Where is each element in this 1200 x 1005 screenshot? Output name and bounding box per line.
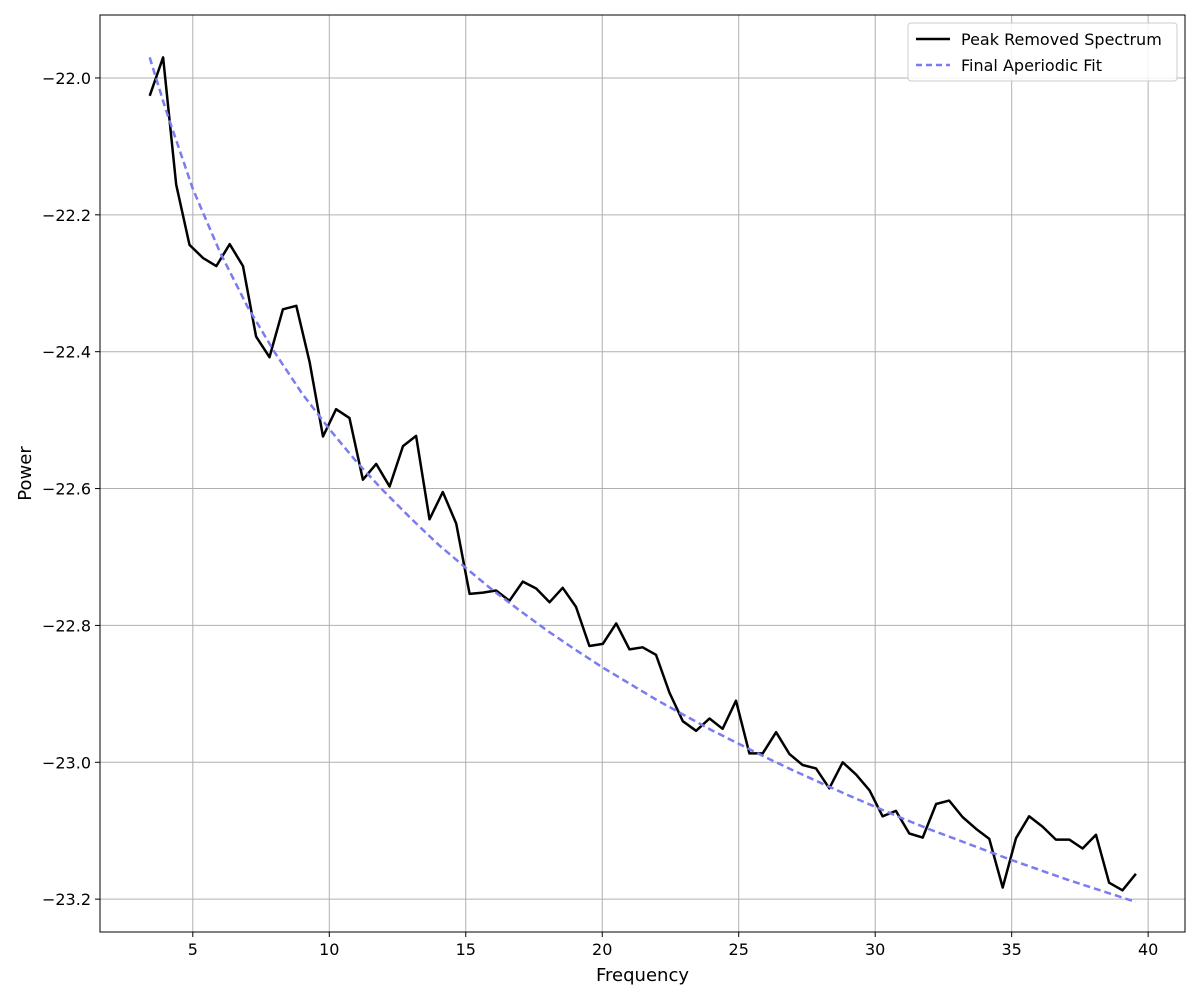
plot-frame <box>99 14 1186 933</box>
x-tick-label: 15 <box>456 940 476 959</box>
y-tick-label: −22.4 <box>42 343 91 362</box>
series-line-peak-removed <box>148 56 1137 892</box>
x-tick-label: 30 <box>865 940 885 959</box>
legend-label-peak-removed: Peak Removed Spectrum <box>961 30 1162 49</box>
y-tick-label: −22.6 <box>42 480 91 499</box>
x-tick-label: 5 <box>188 940 198 959</box>
grid <box>100 15 1185 932</box>
ticks: 5 10 15 20 25 30 35 40 −22.0 −22.2 −22.4 −22.6 −22.8… <box>42 69 1158 959</box>
series-line-aperiodic-fit <box>148 57 1137 904</box>
y-tick-label: −23.2 <box>42 890 91 909</box>
x-axis-label: Frequency <box>596 965 689 986</box>
y-axis-label: Power <box>15 446 36 501</box>
y-tick-label: −22.0 <box>42 69 91 88</box>
x-tick-label: 10 <box>319 940 339 959</box>
legend: Peak Removed Spectrum Final Aperiodic Fi… <box>907 22 1178 82</box>
legend-label-aperiodic-fit: Final Aperiodic Fit <box>961 56 1102 75</box>
y-tick-label: −22.8 <box>42 616 91 635</box>
y-tick-label: −22.2 <box>42 206 91 225</box>
x-tick-label: 25 <box>729 940 749 959</box>
x-tick-label: 20 <box>592 940 612 959</box>
x-tick-label: 35 <box>1001 940 1021 959</box>
series-group <box>148 56 1137 904</box>
legend-box <box>907 22 1178 82</box>
y-tick-label: −23.0 <box>42 753 91 772</box>
x-tick-label: 40 <box>1138 940 1158 959</box>
